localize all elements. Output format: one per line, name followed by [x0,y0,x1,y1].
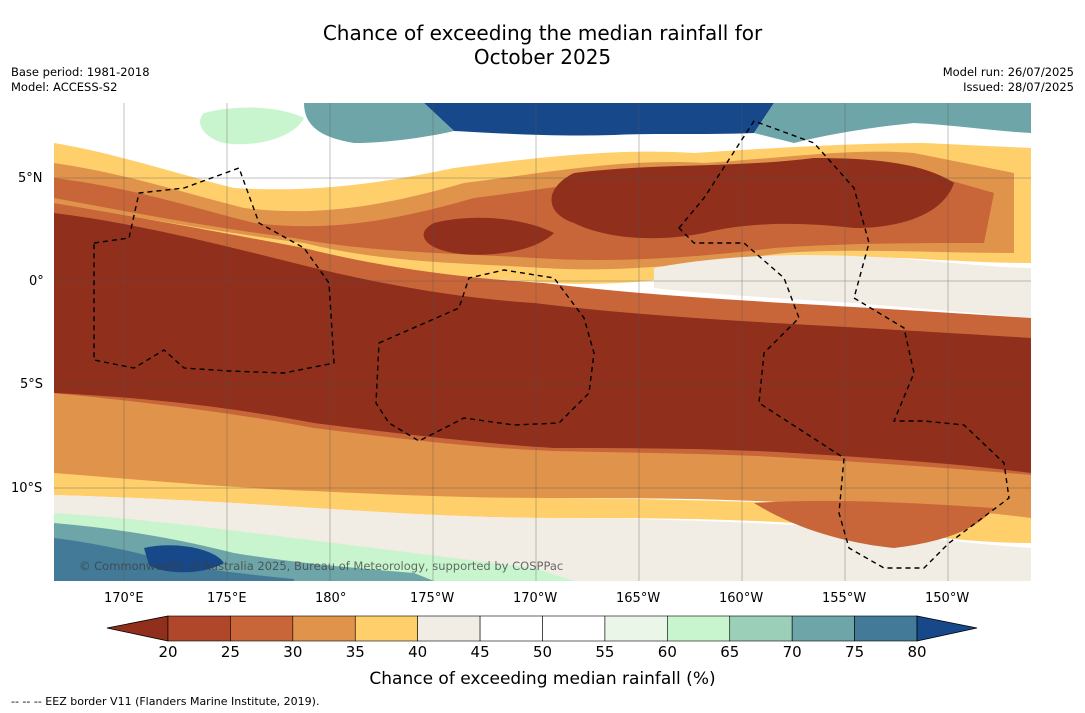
colorbar-tick-label: 45 [470,643,490,661]
x-tick-170w: 170°W [513,591,558,606]
map-title-line2: October 2025 [473,45,612,69]
colorbar-cell [417,615,481,642]
colorbar-cell [604,615,668,642]
colorbar-cell [167,615,231,642]
map-zone-south-east-30 [754,500,994,548]
x-tick-150w: 150°W [925,591,970,606]
colorbar-tick-label: 60 [657,643,677,661]
map-zone-south-75 [54,538,294,581]
colorbar-high-arrow [916,615,978,642]
colorbar-title: Chance of exceeding median rainfall (%) [369,669,716,689]
colorbar-tick-label: 35 [345,643,365,661]
colorbar-tick-label: 20 [158,643,178,661]
issued-text: Issued: 28/07/2025 [963,80,1074,94]
rainfall-map-svg [54,103,1031,581]
colorbar-low-arrow [106,615,169,642]
colorbar-cell [854,615,918,642]
y-tick-10s: 10°S [11,481,43,496]
colorbar-tick-label: 75 [845,643,865,661]
map-credit-text: © Commonwealth of Australia 2025, Bureau… [79,559,564,573]
model-text: Model: ACCESS-S2 [11,80,118,94]
map-zone-south-80 [144,545,224,573]
colorbar-cell [729,615,793,642]
colorbar [106,615,978,642]
rainfall-map: © Commonwealth of Australia 2025, Bureau… [54,103,1031,581]
map-zone-north-teal [304,103,454,143]
colorbar-tick-label: 65 [720,643,740,661]
y-tick-5n: 5°N [18,171,43,186]
map-zone-north-green [200,107,304,145]
colorbar-cell [354,615,418,642]
colorbar-tick-label: 55 [595,643,615,661]
map-gridlines [54,103,1031,581]
colorbar-cell [667,615,731,642]
eez-border-east [678,120,1010,569]
colorbar-tick-label: 70 [782,643,802,661]
model-run-text: Model run: 26/07/2025 [942,65,1074,79]
colorbar-cell [479,615,543,642]
x-tick-175e: 175°E [207,591,247,606]
x-tick-180: 180° [315,591,347,606]
map-zone-north-teal-east [754,103,1031,143]
colorbar-cell [292,615,356,642]
colorbar-tick-label: 50 [532,643,553,661]
x-tick-160w: 160°W [719,591,764,606]
map-zone-north-deepblue [424,103,774,136]
y-tick-5s: 5°S [20,377,44,392]
x-tick-170e: 170°E [104,591,144,606]
colorbar-tick-label: 30 [283,643,303,661]
map-zone-main-core [54,213,1031,473]
colorbar-cells [167,615,918,642]
colorbar-tick-label: 25 [220,643,240,661]
colorbar-cell [791,615,855,642]
eez-legend-footnote: -- -- -- EEZ border V11 (Flanders Marine… [11,695,320,708]
colorbar-cell [230,615,294,642]
y-tick-0: 0° [29,274,44,289]
eez-border-central [375,269,595,442]
x-tick-155w: 155°W [822,591,867,606]
colorbar-tick-label: 80 [907,643,927,661]
eez-border-west [93,167,335,374]
colorbar-cell [542,615,606,642]
map-zone-equator-gap [654,255,1031,318]
x-tick-165w: 165°W [616,591,661,606]
map-title-line1: Chance of exceeding the median rainfall … [322,21,763,45]
x-tick-175w: 175°W [410,591,455,606]
map-zone-north-core-mid [423,217,554,255]
colorbar-tick-label: 40 [408,643,428,661]
base-period-text: Base period: 1981-2018 [11,65,150,79]
eez-borders [93,120,1010,569]
map-zone-south-40 [54,473,1031,543]
